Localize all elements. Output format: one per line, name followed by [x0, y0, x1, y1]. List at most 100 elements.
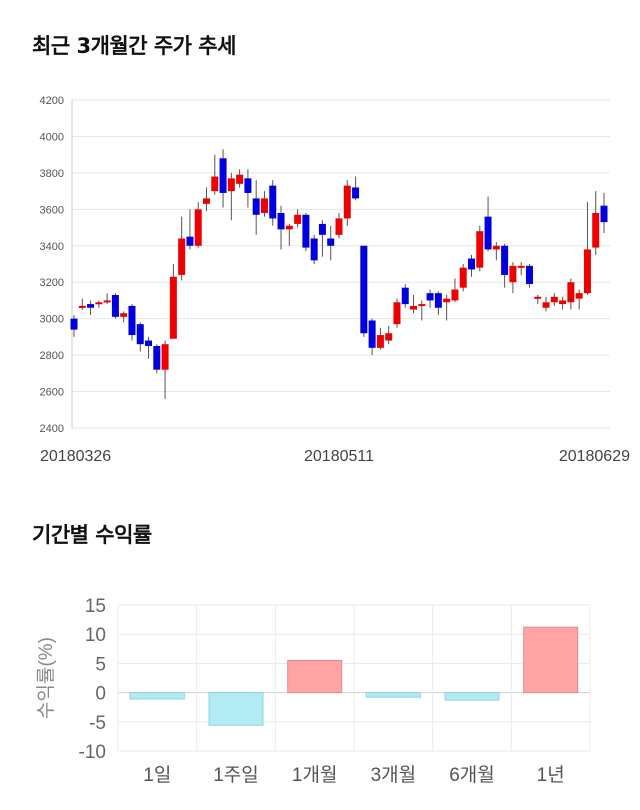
candle: [285, 223, 293, 246]
candle: [269, 180, 277, 226]
return-bar: [523, 626, 579, 694]
candle-body: [525, 265, 533, 285]
candle: [426, 289, 434, 308]
candle: [542, 296, 550, 312]
candle: [111, 293, 119, 319]
candle: [443, 294, 451, 321]
candle-body: [567, 282, 575, 303]
candle-body: [476, 231, 484, 268]
candle: [186, 209, 194, 250]
candle-body: [285, 225, 293, 230]
candle: [236, 169, 244, 188]
bar-grid: [117, 604, 591, 752]
price-chart-title: 최근 3개월간 주가 추세: [32, 34, 236, 58]
candle: [227, 172, 235, 221]
candle-body: [145, 340, 153, 346]
candlestick-chart: 2400 2600 2800 3000 3200 3400 3600 3800 4000 4200…: [40, 95, 631, 465]
candle: [294, 209, 302, 228]
candle-body: [451, 289, 459, 301]
candle: [509, 262, 517, 294]
candle-body: [600, 205, 608, 223]
candle-body: [186, 236, 194, 246]
candle-body: [459, 267, 467, 288]
candle: [260, 191, 268, 217]
candle-body: [368, 320, 376, 348]
candle-body: [443, 298, 451, 303]
candle: [559, 296, 567, 310]
candle: [418, 300, 426, 321]
candle-body: [376, 335, 384, 348]
candle: [459, 264, 467, 292]
y-tick-label: 2800: [40, 350, 64, 362]
bar-x-tick-labels: 1일 1주일 1개월 3개월 6개월 1년: [143, 764, 564, 786]
candle: [476, 225, 484, 272]
y-tick-label: 0: [95, 684, 106, 705]
candle-body: [294, 214, 302, 224]
y-tick-label: 3600: [40, 204, 64, 216]
x-tick-label: 1주일: [213, 764, 259, 786]
candle-body: [318, 223, 326, 235]
candle: [501, 243, 509, 288]
candle-body: [128, 305, 136, 336]
candle: [136, 322, 144, 352]
x-tick-label: 20180629: [559, 448, 630, 465]
return-bar: [129, 692, 185, 700]
candle-y-tick-labels: 2400 2600 2800 3000 3200 3400 3600 3800 4000 4200: [40, 95, 64, 435]
candle: [484, 196, 492, 252]
candle-marks: [70, 149, 608, 399]
x-tick-label: 20180326: [40, 448, 111, 465]
return-bar: [365, 692, 421, 698]
candle: [211, 154, 219, 195]
x-tick-label: 1개월: [292, 764, 338, 786]
x-tick-label: 1년: [537, 764, 565, 786]
candle-body: [410, 305, 418, 310]
candle: [219, 149, 227, 208]
candle-body: [559, 300, 567, 305]
return-bar: [444, 692, 500, 701]
candle-body: [169, 276, 177, 339]
candle-body: [517, 265, 525, 268]
candle: [360, 245, 368, 337]
candle-body: [484, 216, 492, 250]
candle: [468, 254, 475, 277]
candle-body: [418, 304, 426, 307]
candle: [376, 327, 384, 350]
candle: [95, 300, 103, 308]
candle-body: [244, 178, 252, 193]
candle: [401, 284, 409, 308]
candle: [534, 294, 542, 305]
candle-body: [401, 287, 409, 305]
candle-body: [211, 176, 219, 192]
returns-chart-title: 기간별 수익률: [32, 523, 152, 547]
candle: [145, 336, 153, 359]
candle: [120, 311, 128, 323]
y-tick-label: 10: [85, 625, 106, 646]
candle: [252, 180, 260, 235]
candle: [567, 278, 575, 310]
candle: [525, 264, 533, 288]
candle: [352, 176, 360, 201]
candle-body: [95, 302, 103, 305]
candle-body: [236, 174, 244, 184]
candle: [78, 298, 86, 310]
candle: [335, 212, 343, 239]
y-tick-label: 3000: [40, 314, 64, 326]
y-tick-label: 15: [85, 596, 106, 617]
y-tick-label: 3400: [40, 241, 64, 253]
candle: [128, 304, 136, 341]
candle-body: [509, 265, 517, 283]
candle-body: [426, 293, 434, 301]
bar-marks: [129, 626, 579, 726]
candle: [385, 325, 393, 345]
candle: [103, 293, 111, 305]
candle-body: [327, 238, 335, 246]
candle-body: [542, 302, 550, 308]
candle: [592, 191, 600, 255]
candle-body: [87, 304, 95, 308]
candle: [550, 293, 558, 306]
candle: [203, 187, 210, 212]
candle: [310, 234, 318, 264]
candle: [451, 278, 459, 303]
x-tick-label: 20180511: [304, 448, 374, 465]
